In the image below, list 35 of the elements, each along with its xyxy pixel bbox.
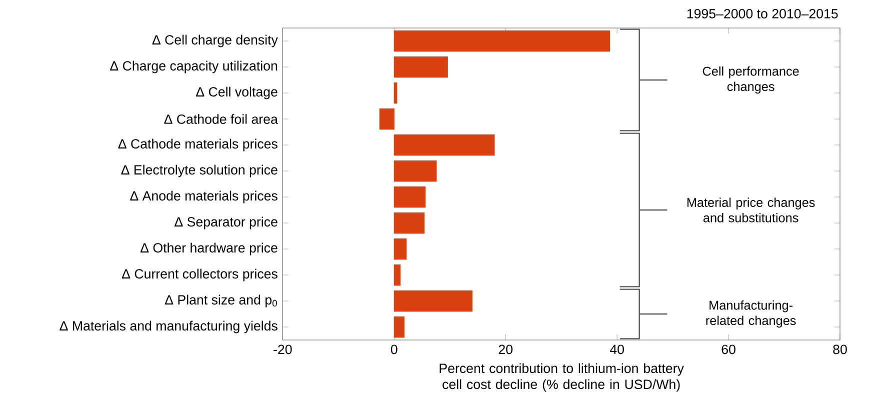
annotation: Cell performance changes: [702, 66, 799, 94]
x-axis-title: Percent contribution to lithium-ion battery cell cost decline (% decline in USD/Wh): [440, 363, 684, 392]
y-tick-label: Δ Cathode materials prices: [118, 138, 278, 152]
bar: [394, 186, 426, 208]
x-tick-label: 0: [390, 344, 398, 354]
y-tick-label: Δ Cathode foil area: [164, 114, 278, 124]
y-tick-label: Δ Other hardware price: [140, 242, 278, 256]
x-tick-label: 80: [833, 344, 847, 354]
y-tick-label: Δ Plant size and p$_{0}$: [165, 294, 277, 308]
y-tick-label: Δ Cell voltage: [196, 86, 278, 100]
y-tick-label: Δ Electrolyte solution price: [121, 164, 278, 178]
y-tick-label: Δ Materials and manufacturing yields: [60, 320, 278, 334]
x-tick-label: -20: [274, 344, 292, 354]
y-tick-label: Δ Charge capacity utilization: [110, 60, 278, 74]
bar: [394, 264, 401, 286]
y-tick-label: Δ Anode materials prices: [130, 190, 278, 204]
bar: [394, 212, 424, 234]
x-tick-label: 60: [722, 344, 736, 354]
bar: [379, 108, 394, 130]
bar: [394, 134, 495, 156]
bar: [394, 30, 610, 52]
y-tick-label: Δ Current collectors prices: [122, 268, 278, 282]
chart-title: 1995–2000 to 2010–2015: [687, 8, 838, 18]
bar: [394, 290, 472, 312]
bar: [394, 56, 448, 78]
bar: [394, 316, 404, 338]
y-tick-label: Δ Cell charge density: [152, 34, 278, 48]
bar: [394, 160, 437, 182]
x-tick-label: 20: [498, 344, 512, 354]
bar: [394, 82, 398, 104]
annotation: Material price changes and substitutions: [687, 198, 815, 222]
x-tick-label: 40: [610, 344, 624, 354]
y-tick-label: Δ Separator price: [174, 216, 278, 230]
bar: [394, 238, 407, 260]
annotation: Manufacturing-related changes: [706, 300, 796, 328]
